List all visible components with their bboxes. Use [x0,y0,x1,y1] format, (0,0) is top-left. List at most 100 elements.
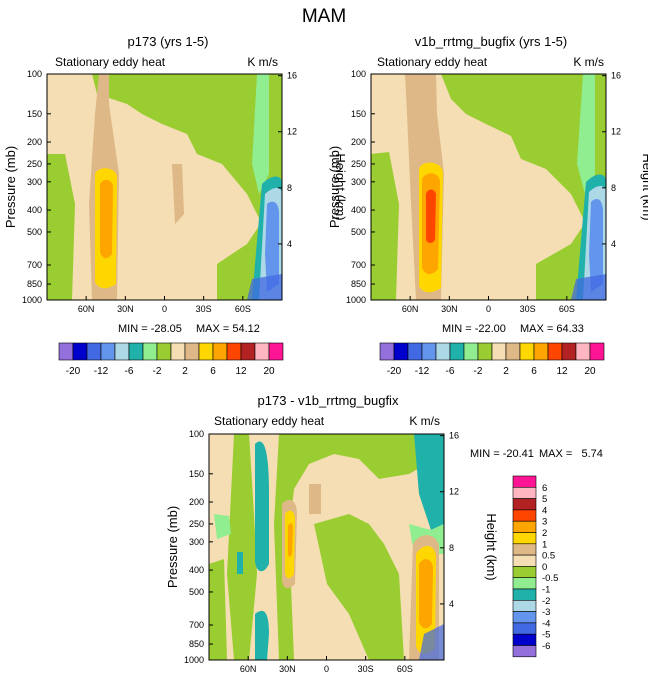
surface-mix [247,274,282,300]
colorbar-label: 2 [503,366,509,377]
lightgreen-contour [577,74,595,194]
colorbar-swatch [254,342,270,361]
colorbar-label: -6 [446,366,455,377]
y-tick-label: 300 [189,537,204,547]
x-tick-label: 30S [520,304,536,314]
colorbar-swatch [58,342,74,361]
colorbar-swatch [547,342,563,361]
y-tick-label: 150 [27,109,42,119]
tan-contour-mid [172,164,184,224]
orange-contour-a [288,523,293,557]
panel-2-units: K m/s [573,55,604,69]
colorbar-swatch [86,342,102,361]
surface-mix-right [419,624,444,660]
colorbar-swatch [240,342,256,361]
x-tick-label: 0 [324,664,329,674]
x-tick-label: 30S [196,304,212,314]
panel-1-max-label: MAX = 54.12 [196,323,260,335]
y-tick-label: 850 [351,279,366,289]
colorbar-swatch [407,342,423,361]
x-tick-label: 30N [117,304,134,314]
y-tick-label: 300 [351,177,366,187]
panel-3-axes: 60N 30N 0 30S 60S 100 150 200 250 300 400 500 700 850… [184,429,459,674]
colorbar-label: 12 [556,366,568,377]
colorbar-swatch [512,577,537,590]
colorbar-label: 6 [210,366,216,377]
colorbar-label: 2 [542,528,547,539]
height-tick-label: 4 [449,599,454,609]
colorbar-swatch [512,532,537,545]
blue-contour [589,199,603,292]
y-tick-label: 400 [27,205,42,215]
panel-3-units: K m/s [409,414,440,428]
colorbar-label: 3 [542,517,547,528]
x-tick-label: 60S [397,664,413,674]
panel-1-ylabel: Pressure (mb) [3,146,18,228]
panel-2-plot-area: 60N 30N 0 30S 60S 100 150 200 250 300 400 500 700 850… [346,69,621,314]
panel-1-units: K m/s [247,55,278,69]
colorbar-swatch [512,520,537,533]
panel-3-min-label: MIN = -20.41 [470,448,534,460]
panel-1-axes: 60N 30N 0 30S 60S 100 150 200 250 300 400 500 700 850… [22,69,297,314]
height-tick-label: 12 [287,127,297,137]
height-tick-label: 8 [611,183,616,193]
colorbar-swatch [184,342,200,361]
panel-1-colorbar: -20 -12 -6 -2 2 6 12 20 [58,342,284,377]
colorbar-swatch [505,342,521,361]
colorbar-swatch [512,611,537,624]
red-contour [426,189,436,243]
colorbar-label: 0.5 [542,551,555,562]
colorbar-label: -2 [542,596,550,607]
x-tick-label: 0 [162,304,167,314]
colorbar-label: -6 [125,366,134,377]
colorbar-label: -6 [542,641,550,652]
lightgreen-contour [214,514,231,539]
height-tick-label: 4 [287,239,292,249]
x-tick-label: 60S [559,304,575,314]
colorbar-swatch [561,342,577,361]
colorbar-label: 2 [182,366,188,377]
x-tick-label: 60S [235,304,251,314]
panel-3-title: p173 - v1b_rrtmg_bugfix [258,393,399,408]
panel-3-plot-area: 60N 30N 0 30S 60S 100 150 200 250 300 400 500 700 850… [184,429,459,674]
colorbar-swatch [379,342,395,361]
y-tick-label: 850 [27,279,42,289]
panel-1: p173 (yrs 1-5) Stationary eddy heat K m/… [3,34,348,377]
colorbar-swatch [512,588,537,601]
panel-1-plot-area: 60N 30N 0 30S 60S 100 150 200 250 300 400 500 700 850… [22,69,297,314]
teal-contour-a [255,441,269,572]
panel-1-title: p173 (yrs 1-5) [128,34,209,49]
teal-contour-top-right [414,434,444,530]
height-tick-label: 12 [449,487,459,497]
colorbar-swatch [589,342,605,361]
colorbar-swatch [512,554,537,567]
colorbar-swatch [512,543,537,556]
orange-contour [100,179,113,259]
colorbar-swatch [72,342,88,361]
colorbar-label: 5 [542,494,547,505]
height-tick-label: 12 [611,127,621,137]
green-contour-band-c [314,514,404,660]
x-tick-label: 0 [486,304,491,314]
green-contour-top [92,74,282,234]
colorbar-label: -4 [542,618,550,629]
panel-2-axes: 60N 30N 0 30S 60S 100 150 200 250 300 400 500 700 850… [346,69,621,314]
colorbar-label: -20 [66,366,81,377]
colorbar-swatch [156,342,172,361]
panel-2-colorbar: -20 -12 -6 -2 2 6 12 20 [379,342,605,377]
colorbar-label: 12 [235,366,247,377]
colorbar-label: -1 [542,585,550,596]
x-tick-label: 60N [240,664,257,674]
colorbar-swatch [268,342,284,361]
y-tick-label: 250 [189,519,204,529]
colorbar-swatch [435,342,451,361]
y-tick-label: 700 [351,260,366,270]
green-contour-top [441,74,606,234]
colorbar-label: -0.5 [542,573,558,584]
panel-2-max-label: MAX = 64.33 [520,323,584,335]
y-tick-label: 400 [189,565,204,575]
teal-contour-b [255,610,269,660]
colorbar-label: -5 [542,630,550,641]
colorbar-swatch [512,600,537,612]
colorbar-swatch [463,342,479,361]
